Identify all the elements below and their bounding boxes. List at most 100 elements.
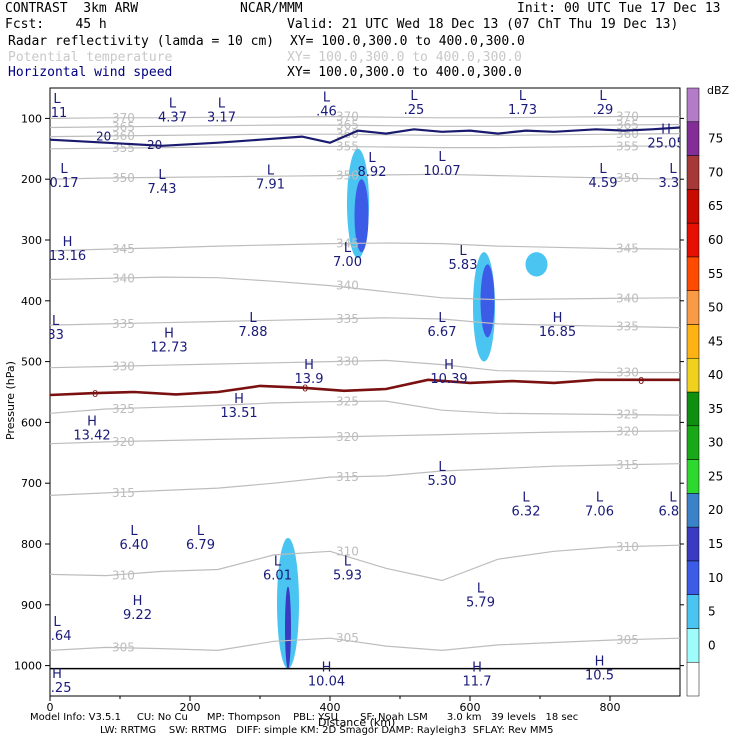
wind-extreme-marker-4: L xyxy=(410,89,418,104)
colorbar-segment-4 xyxy=(686,526,700,562)
theta-contour-340 xyxy=(50,276,680,301)
wind-extreme-value-40: 10.5 xyxy=(585,669,614,684)
y-axis-label: Pressure (hPa) xyxy=(4,361,17,440)
freezing-level-label-1: 0 xyxy=(302,384,308,395)
colorbar-segment-3 xyxy=(686,560,700,595)
header-forecast: Fcst: 45 h xyxy=(5,17,107,32)
theta-label-305-2: 305 xyxy=(616,633,639,647)
wind-extreme-value-28: 6.32 xyxy=(512,504,541,519)
wind-extreme-marker-11: L xyxy=(368,151,376,166)
wind-extreme-value-10: 7.91 xyxy=(256,177,285,192)
theta-label-325-1: 325 xyxy=(336,395,359,409)
wind-extreme-value-0: .11 xyxy=(47,106,68,121)
wind-extreme-value-27: 5.30 xyxy=(428,474,457,489)
theta-label-320-2: 320 xyxy=(616,425,639,439)
field-wind-xy: XY= 100.0,300.0 to 400.0,300.0 xyxy=(287,65,522,80)
wind-extreme-value-34: 5.93 xyxy=(333,568,362,583)
footer-model-info: Model Info: V3.5.1 CU: No Cu MP: Thompso… xyxy=(30,712,579,723)
theta-label-320-1: 320 xyxy=(336,430,359,444)
theta-label-325-0: 325 xyxy=(112,402,135,416)
theta-contour-370 xyxy=(50,115,680,119)
header-org: NCAR/MMM xyxy=(240,1,303,16)
wind-contour-label-b: 20 xyxy=(147,138,162,152)
colorbar-tick-0: 0 xyxy=(708,638,716,652)
colorbar-segment-10 xyxy=(686,324,700,359)
wind-extreme-value-14: 3.31 xyxy=(659,176,688,191)
colorbar-segment-12 xyxy=(686,256,700,291)
theta-label-315-1: 315 xyxy=(336,470,359,484)
colorbar-tick-15: 15 xyxy=(708,537,723,551)
theta-label-350-0: 350 xyxy=(112,171,135,185)
theta-contour-325 xyxy=(50,400,680,416)
colorbar-segment-16 xyxy=(686,121,700,156)
wind-extreme-value-15: 13.16 xyxy=(49,249,86,264)
theta-contour-310 xyxy=(50,544,680,582)
theta-label-355-1: 355 xyxy=(336,139,359,153)
wind-extreme-value-8: 0.17 xyxy=(50,176,79,191)
theta-label-365-1: 365 xyxy=(336,118,359,132)
y-tick-label-100: 100 xyxy=(21,112,42,125)
theta-contour-360 xyxy=(50,133,680,138)
wind-extreme-value-13: 4.59 xyxy=(589,176,618,191)
wind-extreme-marker-34: L xyxy=(344,554,352,569)
wind-extreme-value-37: 5.64 xyxy=(43,629,72,644)
wind-extreme-marker-21: L xyxy=(438,311,446,326)
field-wind-name: Horizontal wind speed xyxy=(8,65,173,80)
wind-extreme-value-36: 9.22 xyxy=(123,608,152,623)
wind-extreme-value-30: 6.85 xyxy=(659,504,688,519)
wind-extreme-value-12: 10.07 xyxy=(423,164,460,179)
reflectivity-cell-3 xyxy=(480,264,495,338)
header-model: CONTRAST 3km ARW xyxy=(5,1,139,16)
wind-extreme-value-33: 6.01 xyxy=(263,568,292,583)
theta-contour-350 xyxy=(50,173,680,180)
wind-extreme-value-32: 6.79 xyxy=(186,538,215,553)
wind-extreme-value-17: 5.83 xyxy=(449,258,478,273)
theta-label-305-0: 305 xyxy=(112,640,135,654)
y-tick-label-1000: 1000 xyxy=(14,660,42,673)
wind-extreme-value-21: 6.67 xyxy=(428,325,457,340)
theta-label-330-1: 330 xyxy=(336,355,359,369)
wind-extreme-marker-33: L xyxy=(274,554,282,569)
theta-label-315-0: 315 xyxy=(112,486,135,500)
colorbar-segment-5 xyxy=(686,493,700,528)
wind-extreme-value-20: 12.73 xyxy=(150,340,187,355)
colorbar-segment-1 xyxy=(686,628,700,663)
theta-label-345-0: 345 xyxy=(112,242,135,256)
colorbar-tick-65: 65 xyxy=(708,199,723,213)
theta-label-345-1: 345 xyxy=(336,237,359,251)
header-valid: Valid: 21 UTC Wed 18 Dec 13 (07 ChT Thu … xyxy=(287,17,679,32)
wind-extreme-marker-16: L xyxy=(344,241,352,256)
wind-extreme-value-6: .29 xyxy=(593,103,614,118)
wind-extreme-value-25: 13.51 xyxy=(220,406,257,421)
theta-label-355-2: 355 xyxy=(616,139,639,153)
wind-extreme-marker-36: H xyxy=(133,594,143,609)
wind-extreme-value-3: .46 xyxy=(316,104,337,119)
theta-label-335-0: 335 xyxy=(112,317,135,331)
colorbar-segment-6 xyxy=(686,459,700,494)
theta-label-310-1: 310 xyxy=(336,544,359,558)
colorbar-segment-0 xyxy=(686,661,700,697)
wind-extreme-marker-12: L xyxy=(438,150,446,165)
field-reflectivity-xy: XY= 100.0,300.0 to 400.0,300.0 xyxy=(290,34,525,49)
wind-contour-label-a: 20 xyxy=(96,130,111,144)
wind-extreme-marker-6: L xyxy=(599,89,607,104)
wind-extreme-marker-14: L xyxy=(669,162,677,177)
wind-extreme-marker-30: L xyxy=(669,490,677,505)
colorbar-segment-8 xyxy=(686,391,700,427)
theta-label-340-1: 340 xyxy=(336,279,359,293)
wind-extreme-marker-26: H xyxy=(87,414,97,429)
y-tick-label-900: 900 xyxy=(21,599,42,612)
theta-label-365-0: 365 xyxy=(112,120,135,134)
wind-extreme-value-9: 7.43 xyxy=(148,182,177,197)
colorbar-segment-9 xyxy=(686,357,700,393)
wind-extreme-value-29: 7.06 xyxy=(585,504,614,519)
wind-extreme-value-1: 4.37 xyxy=(158,110,187,125)
wind-extreme-marker-32: L xyxy=(197,524,205,539)
wind-extreme-value-31: 6.40 xyxy=(120,538,149,553)
theta-contour-315 xyxy=(50,463,680,496)
theta-contour-355 xyxy=(50,145,680,150)
wind-extreme-marker-41: H xyxy=(52,667,62,682)
y-tick-label-600: 600 xyxy=(21,416,42,429)
wind-extreme-marker-27: L xyxy=(438,460,446,475)
